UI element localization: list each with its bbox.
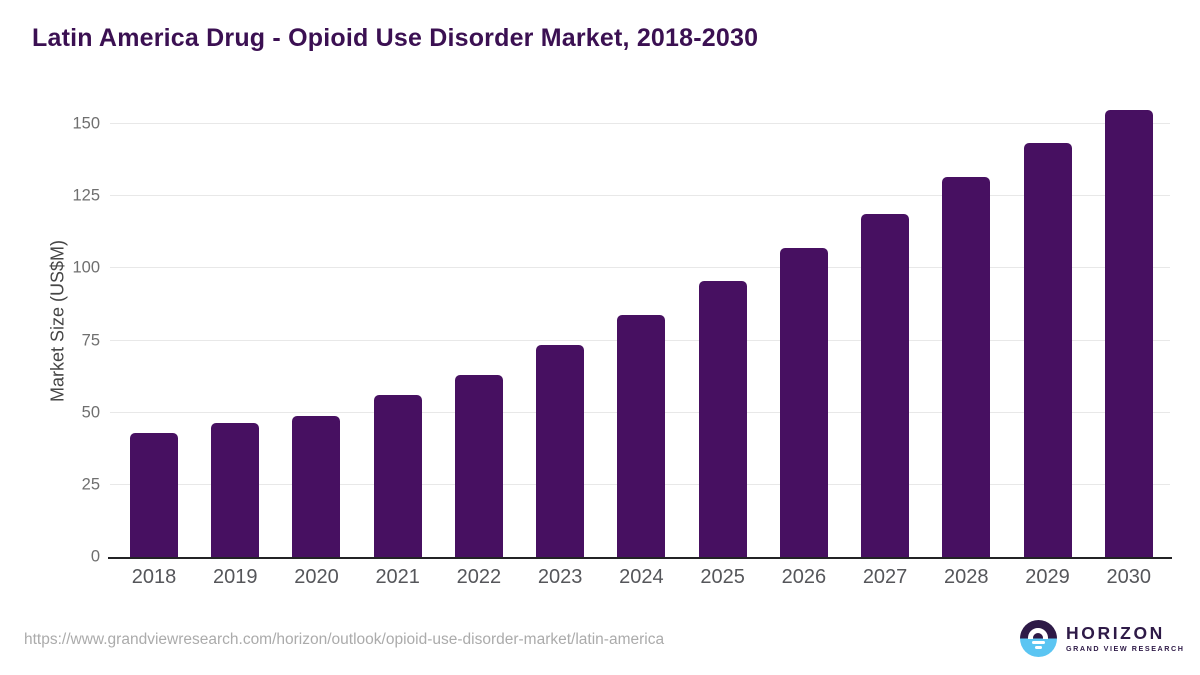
x-axis-line xyxy=(108,557,1172,559)
source-url: https://www.grandviewresearch.com/horizo… xyxy=(24,631,665,648)
water-reflection-icon xyxy=(1035,646,1042,649)
x-tick-2025: 2025 xyxy=(700,566,745,588)
gridline-150 xyxy=(110,123,1170,125)
x-tick-2023: 2023 xyxy=(537,566,583,588)
sun-half-icon xyxy=(1020,620,1057,639)
y-tick-0: 0 xyxy=(90,547,100,566)
water-reflection-icon xyxy=(1032,641,1045,644)
x-tick-2021: 2021 xyxy=(375,566,420,588)
plot-area xyxy=(108,101,1172,559)
horizon-logo: HORIZON GRAND VIEW RESEARCH xyxy=(1020,620,1185,657)
x-tick-2027: 2027 xyxy=(862,566,908,588)
chart-title: Latin America Drug - Opioid Use Disorder… xyxy=(32,24,759,52)
x-tick-2029: 2029 xyxy=(1025,566,1070,588)
bar-2018 xyxy=(130,432,178,557)
logo-text: HORIZON GRAND VIEW RESEARCH xyxy=(1066,622,1185,654)
bar-2030 xyxy=(1104,109,1153,557)
bar-2020 xyxy=(292,415,341,557)
x-tick-2022: 2022 xyxy=(456,566,502,588)
x-tick-2028: 2028 xyxy=(944,566,989,588)
x-tick-2024: 2024 xyxy=(619,566,664,588)
gridline-125 xyxy=(110,195,1170,197)
bar-2027 xyxy=(861,213,910,557)
bar-2023 xyxy=(536,344,585,557)
logo-sub-brand: GRAND VIEW RESEARCH xyxy=(1066,644,1185,654)
y-tick-50: 50 xyxy=(81,403,100,422)
bar-2022 xyxy=(454,375,503,557)
y-axis-tick-labels: 0 25 50 75 100 125 150 xyxy=(0,101,100,566)
bar-2024 xyxy=(617,314,666,557)
bar-2028 xyxy=(942,177,991,557)
y-tick-100: 100 xyxy=(72,258,100,277)
x-tick-2030: 2030 xyxy=(1106,566,1152,588)
horizon-sun-icon xyxy=(1020,620,1057,657)
x-tick-2020: 2020 xyxy=(294,566,339,588)
bar-2026 xyxy=(779,248,828,557)
bar-2025 xyxy=(698,281,747,557)
x-tick-2019: 2019 xyxy=(212,566,258,588)
y-tick-125: 125 xyxy=(72,186,100,205)
bar-2019 xyxy=(211,422,260,557)
y-tick-25: 25 xyxy=(81,475,100,494)
x-tick-2026: 2026 xyxy=(781,566,827,588)
logo-brand: HORIZON xyxy=(1066,622,1165,643)
bar-2021 xyxy=(373,395,422,557)
bar-2029 xyxy=(1023,142,1072,557)
x-tick-2018: 2018 xyxy=(131,566,177,588)
y-tick-75: 75 xyxy=(81,331,100,350)
x-axis-tick-labels: 2018 2019 2020 2021 2022 2023 2024 2025 2026 2027… xyxy=(110,566,1170,592)
y-tick-150: 150 xyxy=(72,114,100,133)
gridline-100 xyxy=(110,267,1170,269)
